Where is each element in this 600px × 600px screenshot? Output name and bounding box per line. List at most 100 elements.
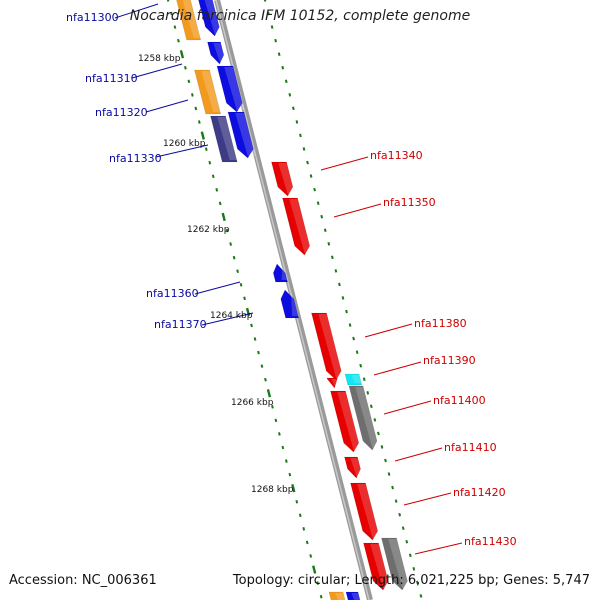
block-nfa11370-shade: [290, 291, 299, 316]
block-nfa11340[interactable]: [271, 161, 294, 197]
label-leader-lines: [114, 3, 463, 555]
tick-label-1264: 1264 kbp: [210, 311, 253, 321]
outer-tick-minor: [391, 485, 394, 490]
block-nfa11380[interactable]: [311, 312, 342, 381]
outer-tick-minor: [327, 241, 331, 246]
tick-label-1262: 1262 kbp: [187, 225, 230, 235]
block-nfa11410-shade: [350, 458, 363, 476]
inner-tick-minor: [243, 296, 246, 301]
outer-tick-minor: [362, 377, 366, 382]
block-nfa11420[interactable]: [350, 482, 379, 541]
outer-tick-minor: [277, 52, 281, 56]
gene-label-nfa11330[interactable]: nfa11330: [109, 152, 162, 165]
gene-label-nfa11300[interactable]: nfa11300: [66, 11, 119, 24]
block-nfa11330[interactable]: [227, 111, 254, 159]
inner-tick-minor: [218, 201, 222, 206]
outer-tick-minor: [338, 282, 341, 287]
inner-tick-minor: [215, 188, 219, 192]
block-nfa11320-shade: [224, 67, 245, 110]
block-nfa11320-orange-shade: [201, 71, 221, 112]
block-nfa11370[interactable]: [280, 289, 300, 319]
genome-stats-text: Topology: circular; Length: 6,021,225 bp…: [232, 573, 590, 588]
outer-tick-minor: [316, 201, 320, 205]
outer-tick-minor: [323, 228, 327, 233]
block-nfa11300[interactable]: [198, 0, 220, 37]
block-nfa11390-cyan-shade: [351, 375, 362, 383]
outer-tick-minor: [263, 0, 267, 2]
block-nfa11310[interactable]: [207, 41, 225, 65]
outer-tick-minor: [313, 187, 316, 192]
outer-tick-minor: [281, 65, 285, 70]
block-nfa11310-shade: [213, 43, 227, 62]
outer-tick-minor: [345, 309, 348, 314]
inner-tick-minor: [184, 66, 187, 70]
block-nfa11400-grey[interactable]: [348, 385, 378, 451]
block-edge-blue[interactable]: [345, 591, 362, 600]
outer-tick-minor: [387, 472, 391, 476]
gene-label-nfa11390[interactable]: nfa11390: [423, 354, 476, 367]
outer-tick-minor: [295, 120, 299, 124]
outer-tick-minor: [291, 106, 295, 111]
outer-tick-minor: [359, 363, 363, 368]
inner-tick-minor: [173, 25, 177, 29]
block-nfa11430-red[interactable]: [363, 542, 389, 591]
inner-tick-minor: [229, 242, 233, 246]
outer-tick-minor: [288, 93, 292, 97]
inner-tick-minor: [288, 472, 292, 477]
block-nfa11410[interactable]: [344, 456, 361, 479]
gene-label-nfa11420[interactable]: nfa11420: [453, 486, 506, 499]
gene-label-nfa11430[interactable]: nfa11430: [464, 535, 517, 548]
gene-label-nfa11320[interactable]: nfa11320: [95, 106, 148, 119]
block-nfa11320-orange[interactable]: [194, 69, 222, 115]
block-edge-orange[interactable]: [328, 591, 347, 600]
tick-label-1268: 1268 kbp: [251, 485, 294, 495]
block-nfa11350[interactable]: [282, 197, 311, 256]
outer-tick-minor: [412, 567, 416, 571]
inner-tick-minor: [208, 160, 212, 165]
gene-label-nfa11370[interactable]: nfa11370: [154, 318, 207, 331]
inner-tick-minor: [232, 255, 236, 260]
block-nfa11360[interactable]: [272, 263, 288, 283]
outer-tick-minor: [366, 390, 370, 395]
inner-tick-minor: [236, 269, 239, 274]
block-nfa11400-shade: [337, 392, 362, 450]
inner-tick-minor: [194, 106, 198, 111]
gene-label-nfa11350[interactable]: nfa11350: [383, 196, 436, 209]
leader-nfa11390: [373, 361, 422, 376]
block-nfa11300-orange[interactable]: [176, 0, 202, 41]
gene-label-nfa11340[interactable]: nfa11340: [370, 149, 423, 162]
leader-nfa11410: [394, 447, 443, 462]
outer-tick-minor: [270, 25, 274, 29]
block-edge-orange-shade: [335, 593, 346, 600]
gene-label-nfa11380[interactable]: nfa11380: [414, 317, 467, 330]
outer-tick-minor: [267, 11, 270, 16]
inner-tick-minor: [204, 147, 208, 151]
block-nfa11390-cyan[interactable]: [344, 373, 363, 386]
block-nfa11330-slate[interactable]: [210, 115, 238, 163]
outer-tick-minor: [352, 336, 355, 341]
inner-tick-minor: [302, 527, 306, 531]
gene-label-nfa11400[interactable]: nfa11400: [433, 394, 486, 407]
block-nfa11430-red-shade: [370, 544, 391, 588]
gene-label-nfa11360[interactable]: nfa11360: [146, 287, 199, 300]
inner-tick-minor: [253, 337, 257, 341]
page-title: Nocardia farcinica IFM 10152, complete g…: [129, 8, 471, 24]
outer-tick-minor: [394, 499, 398, 503]
block-nfa11400-grey-shade: [355, 387, 380, 448]
leader-nfa11380: [364, 323, 413, 338]
block-nfa11320[interactable]: [216, 65, 243, 113]
block-nfa11430-grey[interactable]: [381, 537, 408, 591]
block-nfa11400[interactable]: [330, 390, 360, 453]
inner-tick-major: [221, 212, 226, 222]
leader-nfa11430: [414, 542, 463, 555]
inner-tick-minor: [170, 11, 173, 16]
gene-label-nfa11310[interactable]: nfa11310: [85, 72, 138, 85]
outer-tick-minor: [419, 594, 423, 598]
block-nfa11390[interactable]: [326, 377, 338, 389]
inner-tick-major: [291, 484, 296, 493]
outer-tick-minor: [309, 174, 313, 178]
inner-tick-minor: [239, 282, 243, 287]
gene-label-nfa11410[interactable]: nfa11410: [444, 441, 497, 454]
outer-tick-minor: [320, 214, 324, 219]
outer-tick-minor: [373, 418, 377, 422]
